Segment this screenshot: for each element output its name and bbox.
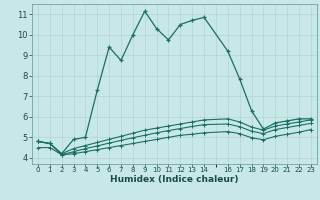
X-axis label: Humidex (Indice chaleur): Humidex (Indice chaleur): [110, 175, 239, 184]
